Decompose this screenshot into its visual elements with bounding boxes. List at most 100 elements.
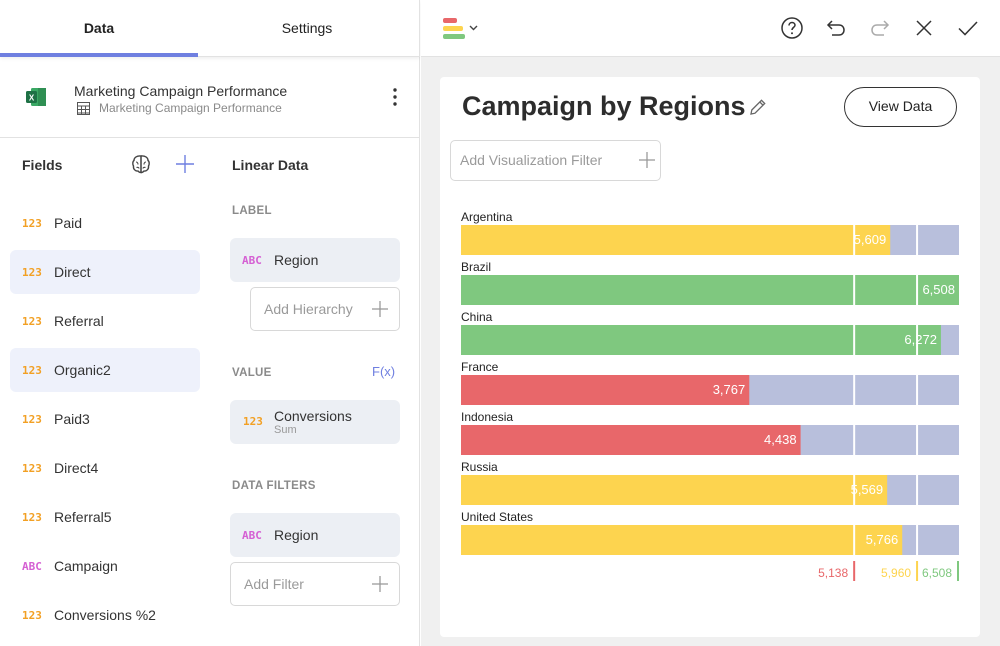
confirm-check-icon[interactable]	[956, 16, 980, 40]
value-label: 6,508	[922, 282, 955, 297]
field-label: Paid	[54, 215, 83, 231]
field-item[interactable]: 123 Referral	[10, 299, 200, 343]
value-label: 5,766	[866, 532, 899, 547]
field-type-badge: 123	[22, 461, 42, 475]
field-label: Referral	[54, 313, 104, 329]
value-label: 4,438	[764, 432, 797, 447]
editor-toolbar	[421, 0, 1000, 57]
category-label: Indonesia	[461, 410, 513, 424]
datasource-title: Marketing Campaign Performance	[74, 83, 288, 99]
field-label: Direct4	[54, 460, 99, 476]
view-data-button[interactable]: View Data	[844, 87, 957, 127]
add-field-icon[interactable]	[175, 154, 195, 174]
value-bar	[461, 225, 891, 255]
value-section-title: VALUE	[232, 367, 272, 379]
tab-settings[interactable]: Settings	[281, 20, 333, 36]
field-type-badge: 123	[22, 608, 42, 622]
aggregation-label: Sum	[274, 424, 297, 436]
value-label: 5,569	[851, 482, 884, 497]
brain-icon[interactable]	[130, 153, 152, 175]
value-label: 3,767	[713, 382, 746, 397]
category-label: Russia	[461, 460, 498, 474]
value-bar	[461, 525, 903, 555]
threshold-label: 6,508	[922, 566, 952, 580]
field-type-badge: 123	[243, 415, 263, 428]
category-label: France	[461, 360, 499, 374]
value-bar	[461, 475, 888, 505]
add-visualization-filter-button[interactable]: Add Visualization Filter	[450, 140, 661, 181]
visualization-picker-icon[interactable]	[443, 18, 483, 40]
add-hierarchy-button[interactable]: Add Hierarchy	[250, 287, 400, 331]
field-label: Referral5	[54, 509, 112, 525]
redo-icon[interactable]	[868, 16, 892, 40]
field-type-badge: 123	[22, 314, 42, 328]
add-visualization-filter-label: Add Visualization Filter	[460, 152, 603, 168]
category-label: Brazil	[461, 260, 491, 274]
field-item[interactable]: ABC Campaign	[10, 544, 200, 588]
field-type-badge: 123	[22, 265, 42, 279]
datasource-table-name: Marketing Campaign Performance	[99, 101, 282, 115]
value-bar	[461, 425, 801, 455]
field-type-badge: 123	[22, 363, 42, 377]
field-item[interactable]: 123 Direct4	[10, 446, 200, 490]
bullet-chart: Argentina 5,609 Brazil 6,508 China 6,272 Franc…	[461, 210, 959, 581]
active-tab-indicator	[0, 53, 198, 57]
value-label: 5,609	[854, 232, 887, 247]
category-label: Argentina	[461, 210, 513, 224]
panel-tabs: Data Settings	[0, 0, 420, 57]
help-icon[interactable]	[780, 16, 804, 40]
data-filters-section-title: DATA FILTERS	[232, 480, 316, 492]
add-hierarchy-label: Add Hierarchy	[264, 301, 353, 317]
label-field-pill[interactable]: ABC Region	[230, 238, 400, 282]
category-label: China	[461, 310, 493, 324]
value-label: 6,272	[904, 332, 937, 347]
field-label: Conversions %2	[54, 607, 156, 623]
table-icon	[77, 101, 90, 115]
field-label: Organic2	[54, 362, 111, 378]
field-item[interactable]: 123 Paid3	[10, 397, 200, 441]
category-label: United States	[461, 510, 533, 524]
field-type-badge: ABC	[22, 559, 42, 573]
datasource-header: X Marketing Campaign Performance Marketi…	[0, 58, 420, 138]
label-field-name: Region	[274, 252, 319, 268]
threshold-label: 5,138	[818, 566, 848, 580]
tab-data[interactable]: Data	[83, 20, 115, 36]
field-item[interactable]: 123 Paid	[10, 201, 200, 245]
add-filter-button[interactable]: Add Filter	[230, 562, 400, 606]
label-section-title: LABEL	[232, 205, 272, 217]
field-item[interactable]: 123 Conversions %2	[10, 593, 200, 637]
plus-icon	[639, 152, 655, 168]
visualization-card: Argentina 5,609 Brazil 6,508 China 6,272 Franc…	[440, 77, 980, 637]
plus-icon	[372, 576, 388, 592]
field-type-badge: 123	[22, 510, 42, 524]
data-panel: Data Settings X Marketing Campaign Perfo…	[0, 0, 420, 646]
value-field-name: Conversions	[274, 408, 352, 424]
filter-field-pill[interactable]: ABC Region	[230, 513, 400, 557]
svg-text:X: X	[29, 94, 35, 103]
formula-button[interactable]: F(x)	[372, 364, 396, 379]
more-options-icon[interactable]	[388, 85, 402, 109]
field-label: Direct	[54, 264, 91, 280]
linear-data-header: Linear Data	[232, 157, 309, 173]
add-filter-label: Add Filter	[244, 576, 304, 592]
field-label: Paid3	[54, 411, 90, 427]
value-bar	[461, 325, 941, 355]
visualization-title[interactable]: Campaign by Regions	[462, 91, 746, 121]
close-icon[interactable]	[912, 16, 936, 40]
undo-icon[interactable]	[824, 16, 848, 40]
plus-icon	[372, 301, 388, 317]
field-item[interactable]: 123 Direct	[10, 250, 200, 294]
field-type-badge: ABC	[242, 528, 262, 542]
field-type-badge: 123	[22, 412, 42, 426]
edit-title-pencil-icon[interactable]	[748, 97, 768, 117]
value-field-pill[interactable]: 123 Conversions Sum	[230, 400, 400, 444]
excel-icon: X	[26, 88, 46, 106]
datasource-subtitle: Marketing Campaign Performance	[77, 101, 282, 115]
field-type-badge: ABC	[242, 253, 262, 267]
filter-field-name: Region	[274, 527, 319, 543]
value-bar	[461, 275, 959, 305]
field-item[interactable]: 123 Referral5	[10, 495, 200, 539]
visualization-panel: Argentina 5,609 Brazil 6,508 China 6,272 Franc…	[421, 0, 1000, 646]
field-label: Campaign	[54, 558, 118, 574]
field-item[interactable]: 123 Organic2	[10, 348, 200, 392]
